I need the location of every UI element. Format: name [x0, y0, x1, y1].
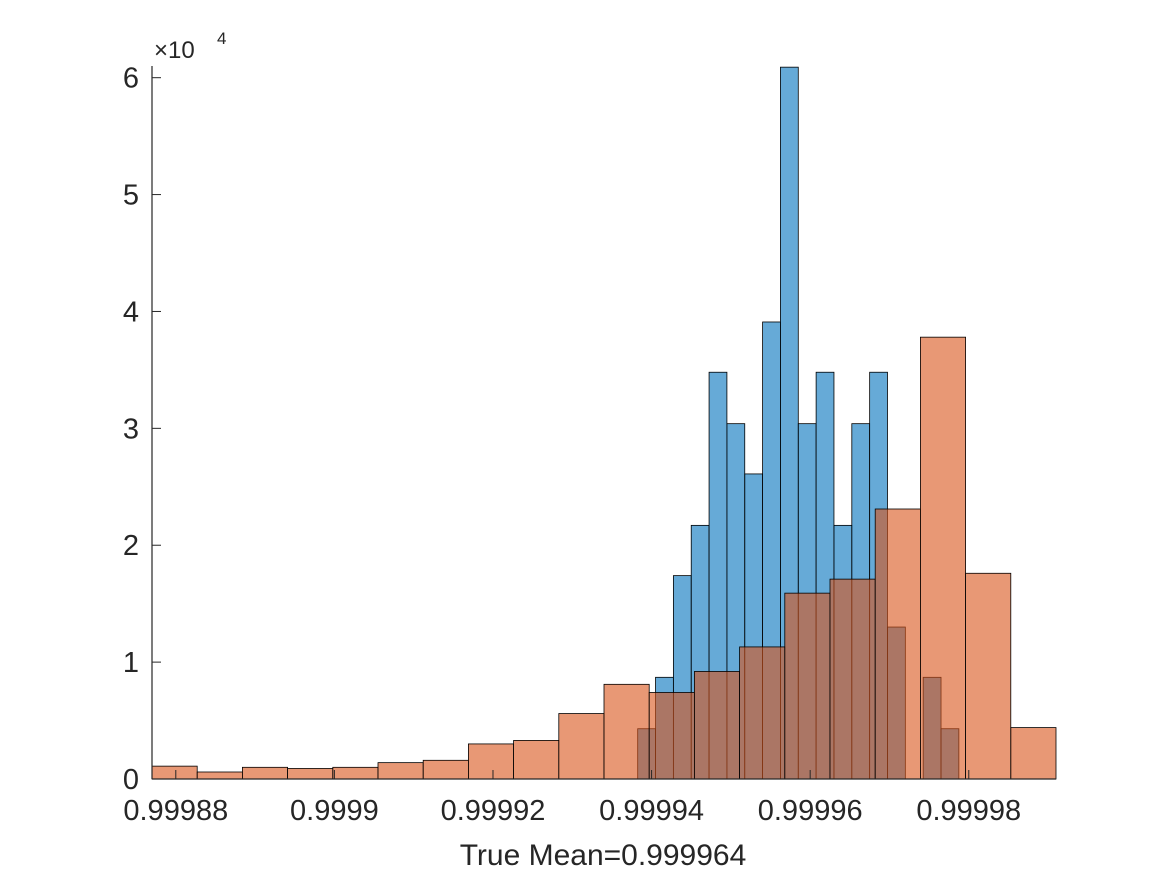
histogram-bar-series-2 — [965, 572, 1012, 780]
histogram-bar-series-2 — [377, 762, 424, 780]
histogram-bar-series-2 — [603, 683, 650, 780]
histogram-bar-series-2 — [920, 336, 967, 780]
histogram-bar-series-2 — [1010, 727, 1057, 780]
histogram-bar-series-2 — [739, 646, 786, 780]
y-tick-label: 3 — [123, 413, 139, 445]
y-tick-label: 0 — [123, 764, 139, 796]
x-tick-label: 0.99998 — [916, 795, 1021, 827]
histogram-bar-series-2 — [196, 771, 243, 780]
x-tick-label: 0.99994 — [599, 795, 704, 827]
x-axis-label: True Mean=0.999964 — [460, 839, 747, 872]
y-tick-label: 4 — [123, 296, 139, 328]
y-exponent-power: 4 — [217, 29, 226, 48]
histogram-bar-series-2 — [829, 578, 876, 780]
histogram-bar-series-2 — [558, 713, 605, 780]
x-tick-label: 0.99988 — [123, 795, 228, 827]
bars-layer — [151, 66, 1057, 780]
histogram-bar-series-2 — [784, 592, 831, 780]
histogram-bar-series-2 — [422, 759, 469, 780]
histogram-bar-series-2 — [287, 768, 334, 780]
x-tick-label: 0.99996 — [758, 795, 863, 827]
x-tick-label: 0.99992 — [441, 795, 546, 827]
y-tick-label: 2 — [123, 530, 139, 562]
histogram-bar-series-2 — [241, 766, 288, 780]
histogram-bar-series-2 — [513, 740, 560, 780]
histogram-bar-series-2 — [648, 692, 695, 780]
axes-layer: 0 1 2 3 4 5 6 0.99988 0.9999 0.99992 0.99994 0.9999… — [123, 63, 1056, 827]
histogram-bar-series-2 — [874, 508, 921, 780]
y-tick-label: 5 — [123, 180, 139, 212]
histogram-bar-series-2 — [467, 743, 514, 780]
x-tick-label: 0.9999 — [290, 795, 379, 827]
histogram-bar-series-2 — [694, 671, 741, 780]
histogram-bar-series-2 — [151, 765, 198, 780]
y-exponent-base: ×10 — [154, 37, 195, 64]
histogram-bar-series-2 — [332, 766, 379, 780]
y-tick-label: 6 — [123, 63, 139, 95]
y-tick-label: 1 — [123, 647, 139, 679]
